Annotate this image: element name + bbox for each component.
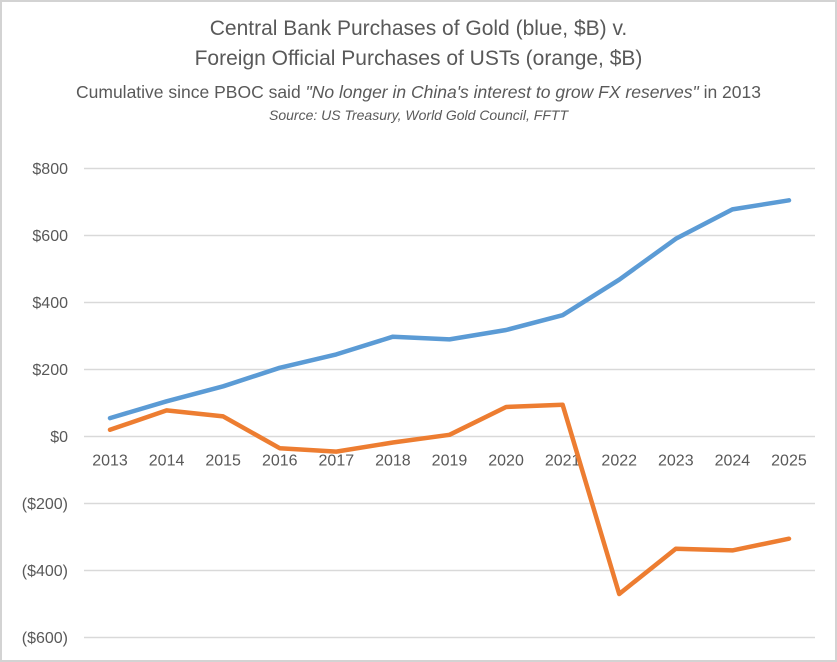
gridlines	[84, 167, 815, 639]
chart-header: Central Bank Purchases of Gold (blue, $B…	[2, 14, 835, 124]
x-axis-labels: 2013 2014 2015 2016 2017 2018 2019 2020 2021 2022…	[92, 453, 807, 470]
x-tick-label: 2023	[658, 453, 694, 470]
chart-title-line2: Foreign Official Purchases of USTs (oran…	[194, 47, 643, 70]
chart-source-note: Source: US Treasury, World Gold Council,…	[269, 107, 568, 123]
y-tick-label: $400	[32, 295, 68, 312]
y-axis-labels: $800 $600 $400 $200 $0 ($200) ($400) ($600)	[22, 161, 68, 647]
y-tick-label: $600	[32, 228, 68, 245]
x-tick-label: 2016	[262, 453, 298, 470]
y-tick-label: $200	[32, 362, 68, 379]
y-tick-label: $0	[50, 429, 68, 446]
x-tick-label: 2013	[92, 453, 128, 470]
gold-series-line	[107, 198, 792, 421]
x-tick-label: 2025	[771, 453, 807, 470]
y-tick-label: $800	[32, 161, 68, 178]
series-lines	[107, 198, 792, 597]
x-tick-label: 2019	[432, 453, 468, 470]
x-tick-label: 2020	[488, 453, 524, 470]
x-tick-label: 2021	[545, 453, 581, 470]
subtitle-regular-prefix: Cumulative since PBOC said	[76, 82, 306, 102]
x-tick-label: 2024	[715, 453, 751, 470]
chart-subtitle: Cumulative since PBOC said "No longer in…	[69, 81, 769, 103]
ust-series-line	[107, 402, 792, 597]
y-tick-label: ($400)	[22, 563, 68, 580]
x-tick-label: 2022	[601, 453, 637, 470]
subtitle-italic-quote: "No longer in China's interest to grow F…	[305, 82, 699, 102]
y-tick-label: ($200)	[22, 496, 68, 513]
x-tick-label: 2017	[319, 453, 355, 470]
x-tick-label: 2014	[149, 453, 185, 470]
chart-title-line1: Central Bank Purchases of Gold (blue, $B…	[209, 17, 628, 40]
y-tick-label: ($600)	[22, 630, 68, 647]
x-tick-label: 2018	[375, 453, 411, 470]
x-tick-label: 2015	[205, 453, 241, 470]
subtitle-regular-suffix: in 2013	[698, 82, 761, 102]
